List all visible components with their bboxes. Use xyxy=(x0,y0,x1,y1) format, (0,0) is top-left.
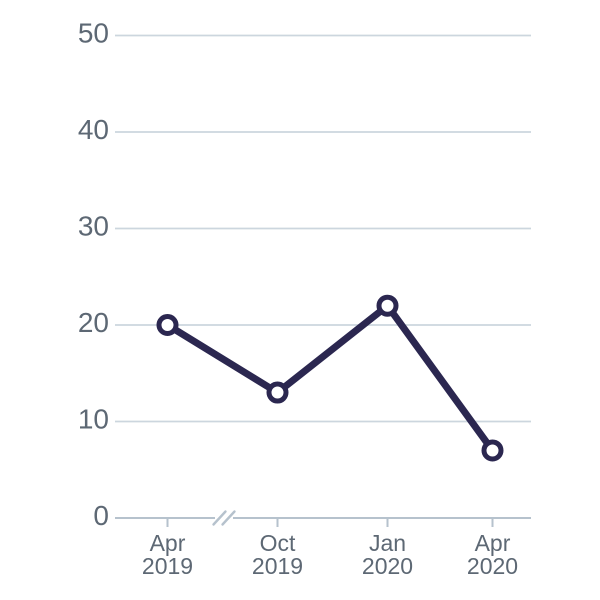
x-axis-tick-label: Oct 2019 xyxy=(252,530,303,579)
x-axis-tick-label: Apr 2019 xyxy=(142,530,193,579)
axis-break-icon xyxy=(212,510,227,526)
data-point-marker xyxy=(376,294,399,317)
y-axis-tick-label: 10 xyxy=(78,404,109,435)
x-axis-tick-label: Apr 2020 xyxy=(467,530,518,579)
y-axis-tick-label: 0 xyxy=(93,500,109,531)
data-point-marker xyxy=(481,439,504,462)
data-point-marker xyxy=(266,381,289,404)
data-line xyxy=(164,302,496,454)
y-axis-tick-label: 30 xyxy=(78,211,109,242)
data-point-marker xyxy=(156,314,179,336)
y-axis-tick-label: 20 xyxy=(78,307,109,338)
axis-break-icon xyxy=(221,510,236,526)
x-axis-tick-label: Jan 2020 xyxy=(362,530,413,579)
y-axis-tick-label: 50 xyxy=(78,18,109,49)
y-axis-tick-label: 40 xyxy=(78,114,109,145)
